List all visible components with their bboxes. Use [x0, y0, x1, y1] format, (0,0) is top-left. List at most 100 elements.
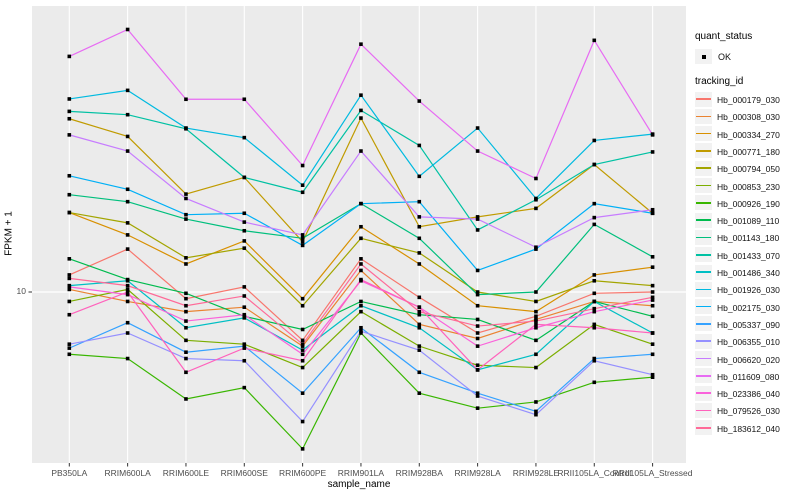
data-point: [592, 325, 597, 330]
data-point: [650, 133, 655, 137]
legend-line-swatch: [696, 219, 711, 221]
legend-line-swatch: [696, 271, 711, 273]
legend-key-Hb_002175_030: [695, 299, 712, 315]
data-point: [125, 331, 130, 335]
legend-label-Hb_000179_030: Hb_000179_030: [717, 95, 780, 105]
data-point: [650, 352, 655, 357]
data-point: [184, 196, 188, 201]
legend-line-swatch: [696, 305, 711, 308]
data-point: [125, 283, 130, 288]
data-point: [534, 247, 538, 251]
legend-label-Hb_002175_030: Hb_002175_030: [717, 302, 780, 313]
data-point: [417, 143, 422, 148]
data-point: [184, 309, 188, 314]
data-point: [125, 88, 130, 93]
data-point: [242, 239, 247, 243]
legend-key-Hb_001486_340: [695, 264, 712, 280]
legend-label-Hb_023386_040: Hb_023386_040: [717, 389, 780, 400]
data-point: [359, 93, 363, 97]
data-point: [650, 290, 655, 294]
data-point: [475, 149, 480, 153]
data-point: [67, 273, 72, 277]
data-point: [592, 356, 597, 361]
data-point: [67, 109, 72, 114]
data-point: [475, 368, 480, 372]
x-tick-label-RRIM600LE: RRIM600LE: [162, 468, 210, 478]
legend-label-Hb_183612_040: Hb_183612_040: [717, 423, 780, 434]
legend-line-swatch: [696, 409, 711, 412]
data-point: [650, 331, 655, 335]
data-point: [534, 196, 538, 201]
data-point: [67, 312, 72, 317]
data-point: [359, 257, 363, 261]
legend-line-swatch: [696, 340, 711, 343]
data-point: [534, 409, 538, 414]
data-point: [650, 372, 655, 377]
data-point: [417, 251, 422, 255]
data-point: [475, 228, 480, 232]
data-point: [125, 199, 130, 204]
data-point: [242, 344, 247, 348]
data-point: [67, 97, 72, 101]
data-point: [359, 325, 363, 330]
data-point: [242, 305, 247, 309]
data-point: [184, 217, 188, 221]
data-point: [67, 133, 72, 137]
data-point: [125, 356, 130, 361]
data-point: [650, 298, 655, 302]
data-point: [300, 342, 305, 346]
data-point: [242, 316, 247, 320]
legend-label-Hb_001433_070: Hb_001433_070: [717, 250, 780, 261]
data-point: [475, 363, 480, 368]
legend-label-Hb_001486_340: Hb_001486_340: [717, 268, 780, 278]
legend-label-Hb_000771_180: Hb_000771_180: [717, 146, 780, 157]
data-point: [300, 365, 305, 370]
legend-key-Hb_000771_180: [695, 143, 712, 159]
data-point: [359, 201, 363, 206]
data-point: [300, 163, 305, 168]
data-point: [650, 314, 655, 319]
legend-key-Hb_000926_190: [695, 195, 712, 211]
data-point: [592, 322, 597, 327]
data-point: [417, 262, 422, 266]
data-point: [125, 149, 130, 153]
legend-line-swatch: [696, 253, 711, 256]
legend-key-Hb_001143_180: [695, 229, 712, 245]
data-point: [592, 201, 597, 206]
data-point: [417, 325, 422, 330]
x-tick-label-RRIM928LA: RRIM928LA: [454, 468, 501, 478]
data-point: [125, 247, 130, 251]
data-point: [359, 116, 363, 120]
data-point: [592, 291, 597, 296]
data-point: [359, 149, 363, 153]
data-point: [359, 299, 363, 304]
x-tick-label-RRII105LA_Stressed: RRII105LA_Stressed: [612, 468, 693, 478]
data-point: [534, 400, 538, 404]
data-point: [67, 257, 72, 261]
data-point: [184, 303, 188, 308]
data-point: [417, 312, 422, 317]
data-point: [184, 338, 188, 343]
legend-label-Hb_001143_180: Hb_001143_180: [717, 233, 780, 244]
data-point: [534, 338, 538, 343]
data-point: [592, 278, 597, 283]
data-point: [300, 344, 305, 348]
x-axis-title: sample_name: [327, 479, 391, 490]
data-point: [300, 233, 305, 237]
data-point: [534, 176, 538, 181]
data-point: [650, 265, 655, 269]
legend-title-tracking-id: tracking_id: [695, 76, 744, 87]
data-point: [534, 352, 538, 357]
data-point: [650, 295, 655, 300]
data-point: [475, 406, 480, 410]
data-point: [300, 419, 305, 424]
legend-line-swatch: [696, 167, 711, 170]
data-point: [475, 391, 480, 395]
data-point: [359, 277, 363, 282]
data-point: [184, 192, 188, 196]
data-point: [125, 278, 130, 283]
data-point: [300, 327, 305, 332]
data-point: [125, 290, 130, 294]
x-tick-label-RRIM600PE: RRIM600PE: [278, 468, 327, 478]
legend-label-Hb_001089_110: Hb_001089_110: [717, 216, 780, 227]
